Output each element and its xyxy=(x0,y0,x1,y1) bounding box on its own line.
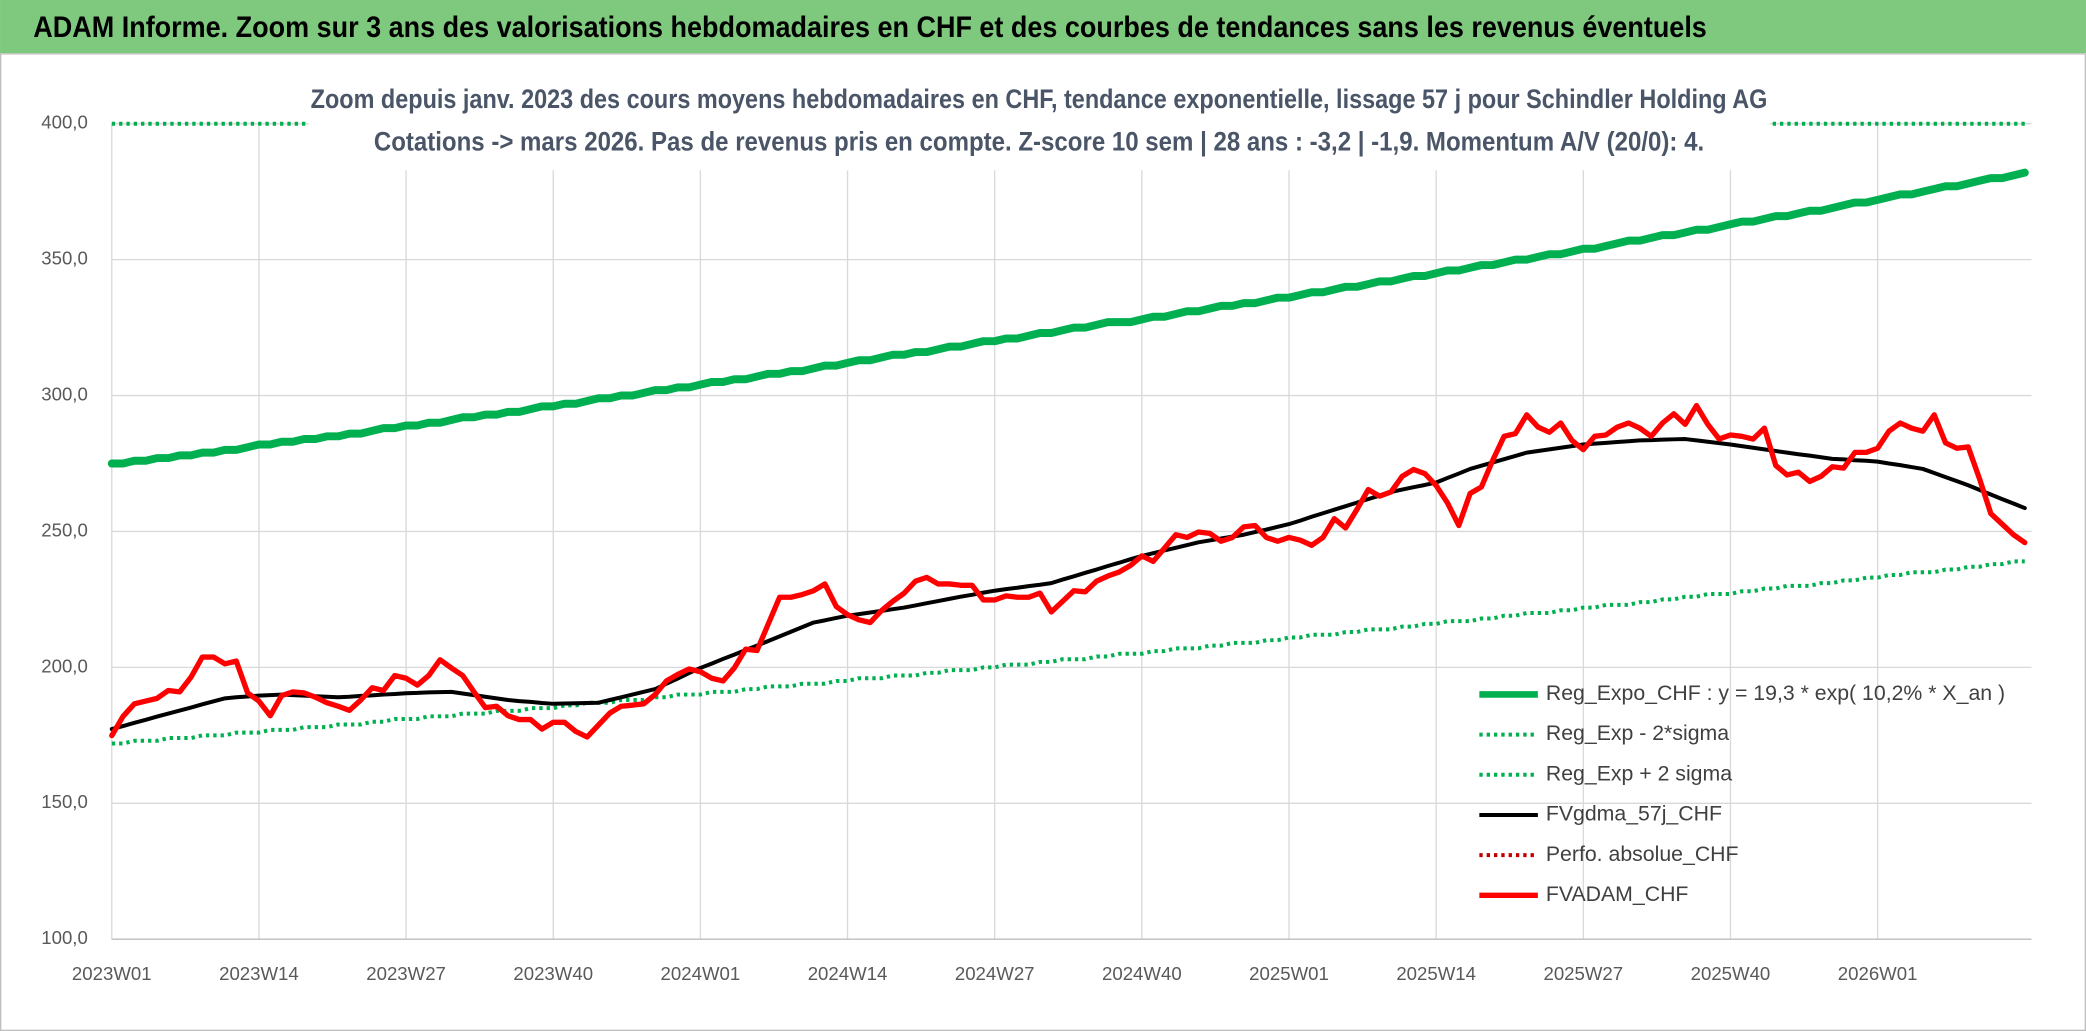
y-tick-label: 350,0 xyxy=(41,248,88,269)
series-layer xyxy=(107,121,2029,746)
x-tick-label: 2023W14 xyxy=(219,963,299,984)
axes: 100,0 150,0 200,0 250,0 300,0 350,0 400,0 2023W… xyxy=(41,112,1917,984)
legend-label: Reg_Expo_CHF : y = 19,3 * exp( 10,2% * X… xyxy=(1546,681,2005,705)
x-tick-label: 2023W27 xyxy=(366,963,446,984)
x-tick-label: 2023W40 xyxy=(513,963,593,984)
legend-label: Reg_Exp - 2*sigma xyxy=(1546,721,1729,745)
y-tick-label: 150,0 xyxy=(41,791,88,812)
legend-label: Perfo. absolue_CHF xyxy=(1546,842,1739,866)
x-tick-label: 2025W14 xyxy=(1396,963,1476,984)
legend: Reg_Expo_CHF : y = 19,3 * exp( 10,2% * X… xyxy=(1479,681,2005,906)
x-tick-label: 2025W27 xyxy=(1543,963,1623,984)
legend-label: FVgdma_57j_CHF xyxy=(1546,802,1722,826)
x-tick-label: 2024W40 xyxy=(1102,963,1182,984)
y-tick-label: 250,0 xyxy=(41,519,88,540)
x-tick-label: 2025W01 xyxy=(1249,963,1329,984)
subtitle-line: Zoom depuis janv. 2023 des cours moyens … xyxy=(311,84,1768,114)
series-line xyxy=(111,559,2025,746)
legend-label: Reg_Exp + 2 sigma xyxy=(1546,761,1732,785)
chart-title: ADAM Informe. Zoom sur 3 ans des valoris… xyxy=(33,12,1707,44)
series-line xyxy=(109,437,2027,732)
x-tick-label: 2025W40 xyxy=(1691,963,1771,984)
x-tick-label: 2024W14 xyxy=(808,963,888,984)
y-tick-label: 400,0 xyxy=(41,112,88,133)
legend-label: FVADAM_CHF xyxy=(1546,882,1689,906)
series-line xyxy=(109,402,2028,740)
chart-border xyxy=(0,53,2086,1031)
x-tick-label: 2024W27 xyxy=(955,963,1035,984)
subtitle-box xyxy=(308,77,1770,171)
subtitle-line: Cotations -> mars 2026. Pas de revenus p… xyxy=(374,127,1704,157)
title-banner xyxy=(0,0,2086,54)
x-tick-label: 2023W01 xyxy=(72,963,152,984)
y-tick-label: 200,0 xyxy=(41,655,88,676)
y-tick-label: 100,0 xyxy=(41,927,88,948)
x-tick-label: 2024W01 xyxy=(661,963,741,984)
x-tick-label: 2026W01 xyxy=(1838,963,1918,984)
y-tick-label: 300,0 xyxy=(41,383,88,404)
series-line xyxy=(107,168,2029,468)
